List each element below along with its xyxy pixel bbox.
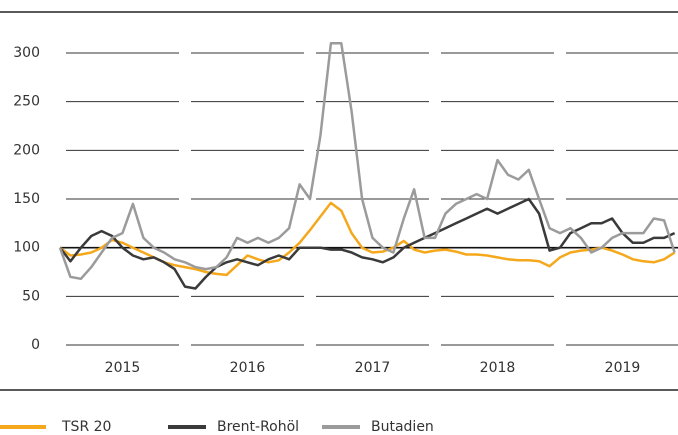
legend-label: Butadien xyxy=(371,419,434,435)
x-tick-label: 2015 xyxy=(105,360,141,376)
x-tick-label: 2018 xyxy=(480,360,516,376)
legend-label: Brent-Rohöl xyxy=(217,419,299,435)
series-line xyxy=(58,42,676,281)
y-tick-label: 100 xyxy=(13,240,40,256)
y-tick-label: 50 xyxy=(22,288,40,304)
series-line xyxy=(59,197,676,290)
y-tick-label: 300 xyxy=(13,45,40,61)
legend-label: TSR 20 xyxy=(61,419,111,435)
x-tick-label: 2017 xyxy=(355,360,391,376)
y-tick-label: 250 xyxy=(13,94,40,110)
y-tick-label: 200 xyxy=(13,142,40,158)
y-tick-label: 150 xyxy=(13,191,40,207)
y-tick-label: 0 xyxy=(31,337,40,353)
x-tick-label: 2019 xyxy=(605,360,641,376)
x-tick-label: 2016 xyxy=(230,360,266,376)
